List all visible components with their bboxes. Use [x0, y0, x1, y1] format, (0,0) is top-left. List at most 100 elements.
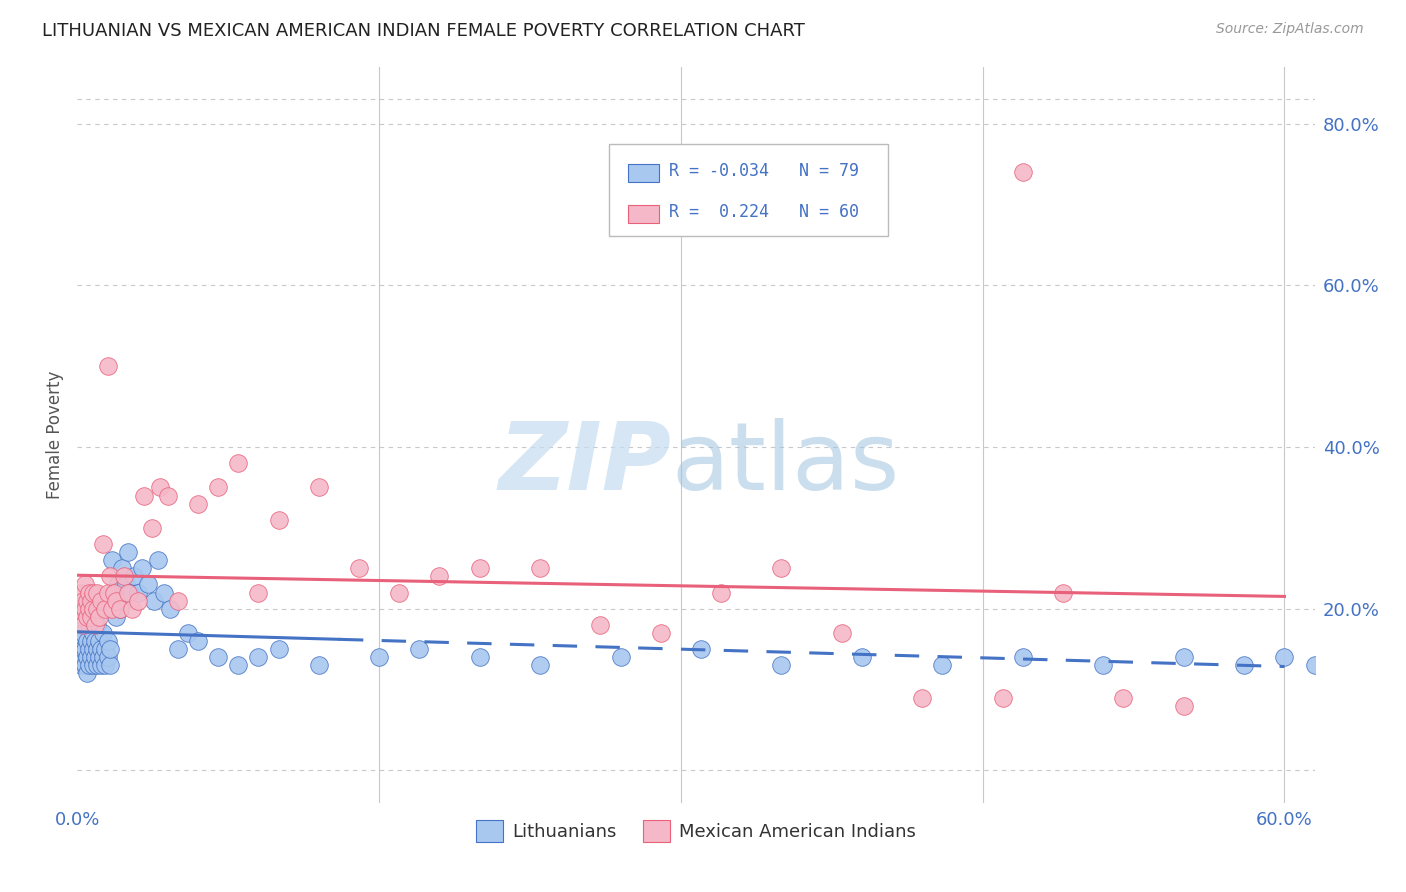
Point	[226, 658, 249, 673]
Point	[1303, 658, 1326, 673]
Point	[86, 618, 108, 632]
Point	[1233, 658, 1256, 673]
Point	[72, 618, 94, 632]
Point	[80, 609, 103, 624]
Point	[94, 642, 117, 657]
Point	[76, 650, 98, 665]
Point	[911, 690, 934, 705]
Point	[267, 513, 290, 527]
Point	[121, 601, 143, 615]
Point	[831, 626, 853, 640]
Point	[100, 553, 122, 567]
Point	[149, 480, 172, 494]
Point	[96, 634, 118, 648]
Point	[650, 626, 672, 640]
Point	[96, 650, 118, 665]
Point	[76, 666, 98, 681]
Point	[67, 650, 90, 665]
Point	[127, 593, 149, 607]
Point	[156, 488, 179, 502]
Point	[1012, 650, 1035, 665]
Point	[76, 593, 98, 607]
FancyBboxPatch shape	[628, 204, 659, 223]
Point	[84, 650, 107, 665]
Point	[388, 585, 411, 599]
Point	[82, 601, 104, 615]
Point	[347, 561, 370, 575]
Point	[122, 569, 145, 583]
Point	[114, 577, 136, 591]
Point	[70, 609, 93, 624]
Point	[308, 480, 330, 494]
Text: ZIP: ZIP	[498, 418, 671, 510]
Point	[86, 658, 108, 673]
Text: R =  0.224   N = 60: R = 0.224 N = 60	[669, 202, 859, 221]
Point	[89, 650, 111, 665]
Point	[368, 650, 391, 665]
Y-axis label: Female Poverty: Female Poverty	[46, 371, 65, 499]
Point	[1092, 658, 1115, 673]
Point	[89, 634, 111, 648]
Point	[1274, 650, 1296, 665]
Point	[72, 626, 94, 640]
Legend: Lithuanians, Mexican American Indians: Lithuanians, Mexican American Indians	[468, 813, 924, 849]
Point	[117, 545, 139, 559]
Point	[308, 658, 330, 673]
Point	[132, 488, 155, 502]
FancyBboxPatch shape	[628, 164, 659, 182]
Point	[93, 626, 115, 640]
Point	[991, 690, 1014, 705]
Point	[118, 585, 141, 599]
Point	[710, 585, 733, 599]
Point	[267, 642, 290, 657]
Point	[80, 650, 103, 665]
Point	[90, 642, 112, 657]
Point	[79, 642, 101, 657]
Point	[93, 650, 115, 665]
Point	[82, 585, 104, 599]
Text: Source: ZipAtlas.com: Source: ZipAtlas.com	[1216, 22, 1364, 37]
Point	[247, 585, 270, 599]
Point	[851, 650, 873, 665]
Point	[103, 585, 125, 599]
Point	[86, 585, 108, 599]
Point	[96, 585, 118, 599]
Point	[112, 569, 135, 583]
Point	[72, 642, 94, 657]
Point	[82, 642, 104, 657]
Point	[89, 609, 111, 624]
Point	[107, 577, 129, 591]
Point	[72, 650, 94, 665]
Text: atlas: atlas	[671, 418, 900, 510]
Point	[931, 658, 953, 673]
Point	[468, 650, 491, 665]
Point	[80, 593, 103, 607]
Point	[1112, 690, 1135, 705]
Point	[98, 658, 121, 673]
Point	[82, 658, 104, 673]
Point	[104, 593, 127, 607]
Point	[76, 609, 98, 624]
Point	[589, 618, 612, 632]
Point	[108, 601, 131, 615]
Point	[104, 609, 127, 624]
Point	[90, 658, 112, 673]
Point	[177, 626, 200, 640]
Point	[67, 601, 90, 615]
Point	[90, 593, 112, 607]
Point	[690, 642, 713, 657]
Point	[79, 585, 101, 599]
Point	[429, 569, 451, 583]
Point	[529, 561, 551, 575]
Point	[79, 618, 101, 632]
Point	[141, 521, 163, 535]
Point	[1313, 650, 1336, 665]
Point	[84, 634, 107, 648]
Point	[108, 601, 131, 615]
Point	[100, 601, 122, 615]
Point	[127, 585, 149, 599]
Point	[75, 642, 97, 657]
Point	[79, 601, 101, 615]
Point	[79, 658, 101, 673]
Point	[93, 537, 115, 551]
